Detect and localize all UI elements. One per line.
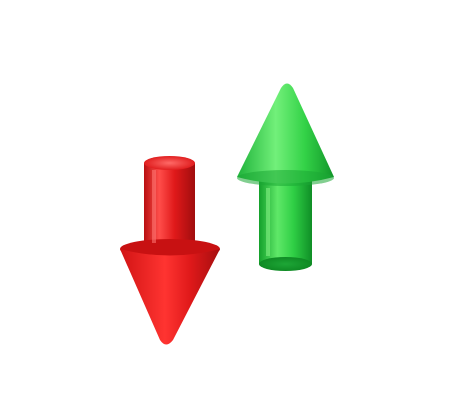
down-arrow-shaft-top [144,156,195,170]
down-arrow-head [120,249,220,345]
down-arrow [120,156,220,345]
down-arrow-highlight [152,170,156,243]
up-arrow-head-base [237,170,334,186]
up-arrow-highlight [266,188,270,256]
up-arrow [237,83,334,271]
up-arrow-head [237,83,334,184]
up-arrow-shaft-bottom [259,257,312,271]
